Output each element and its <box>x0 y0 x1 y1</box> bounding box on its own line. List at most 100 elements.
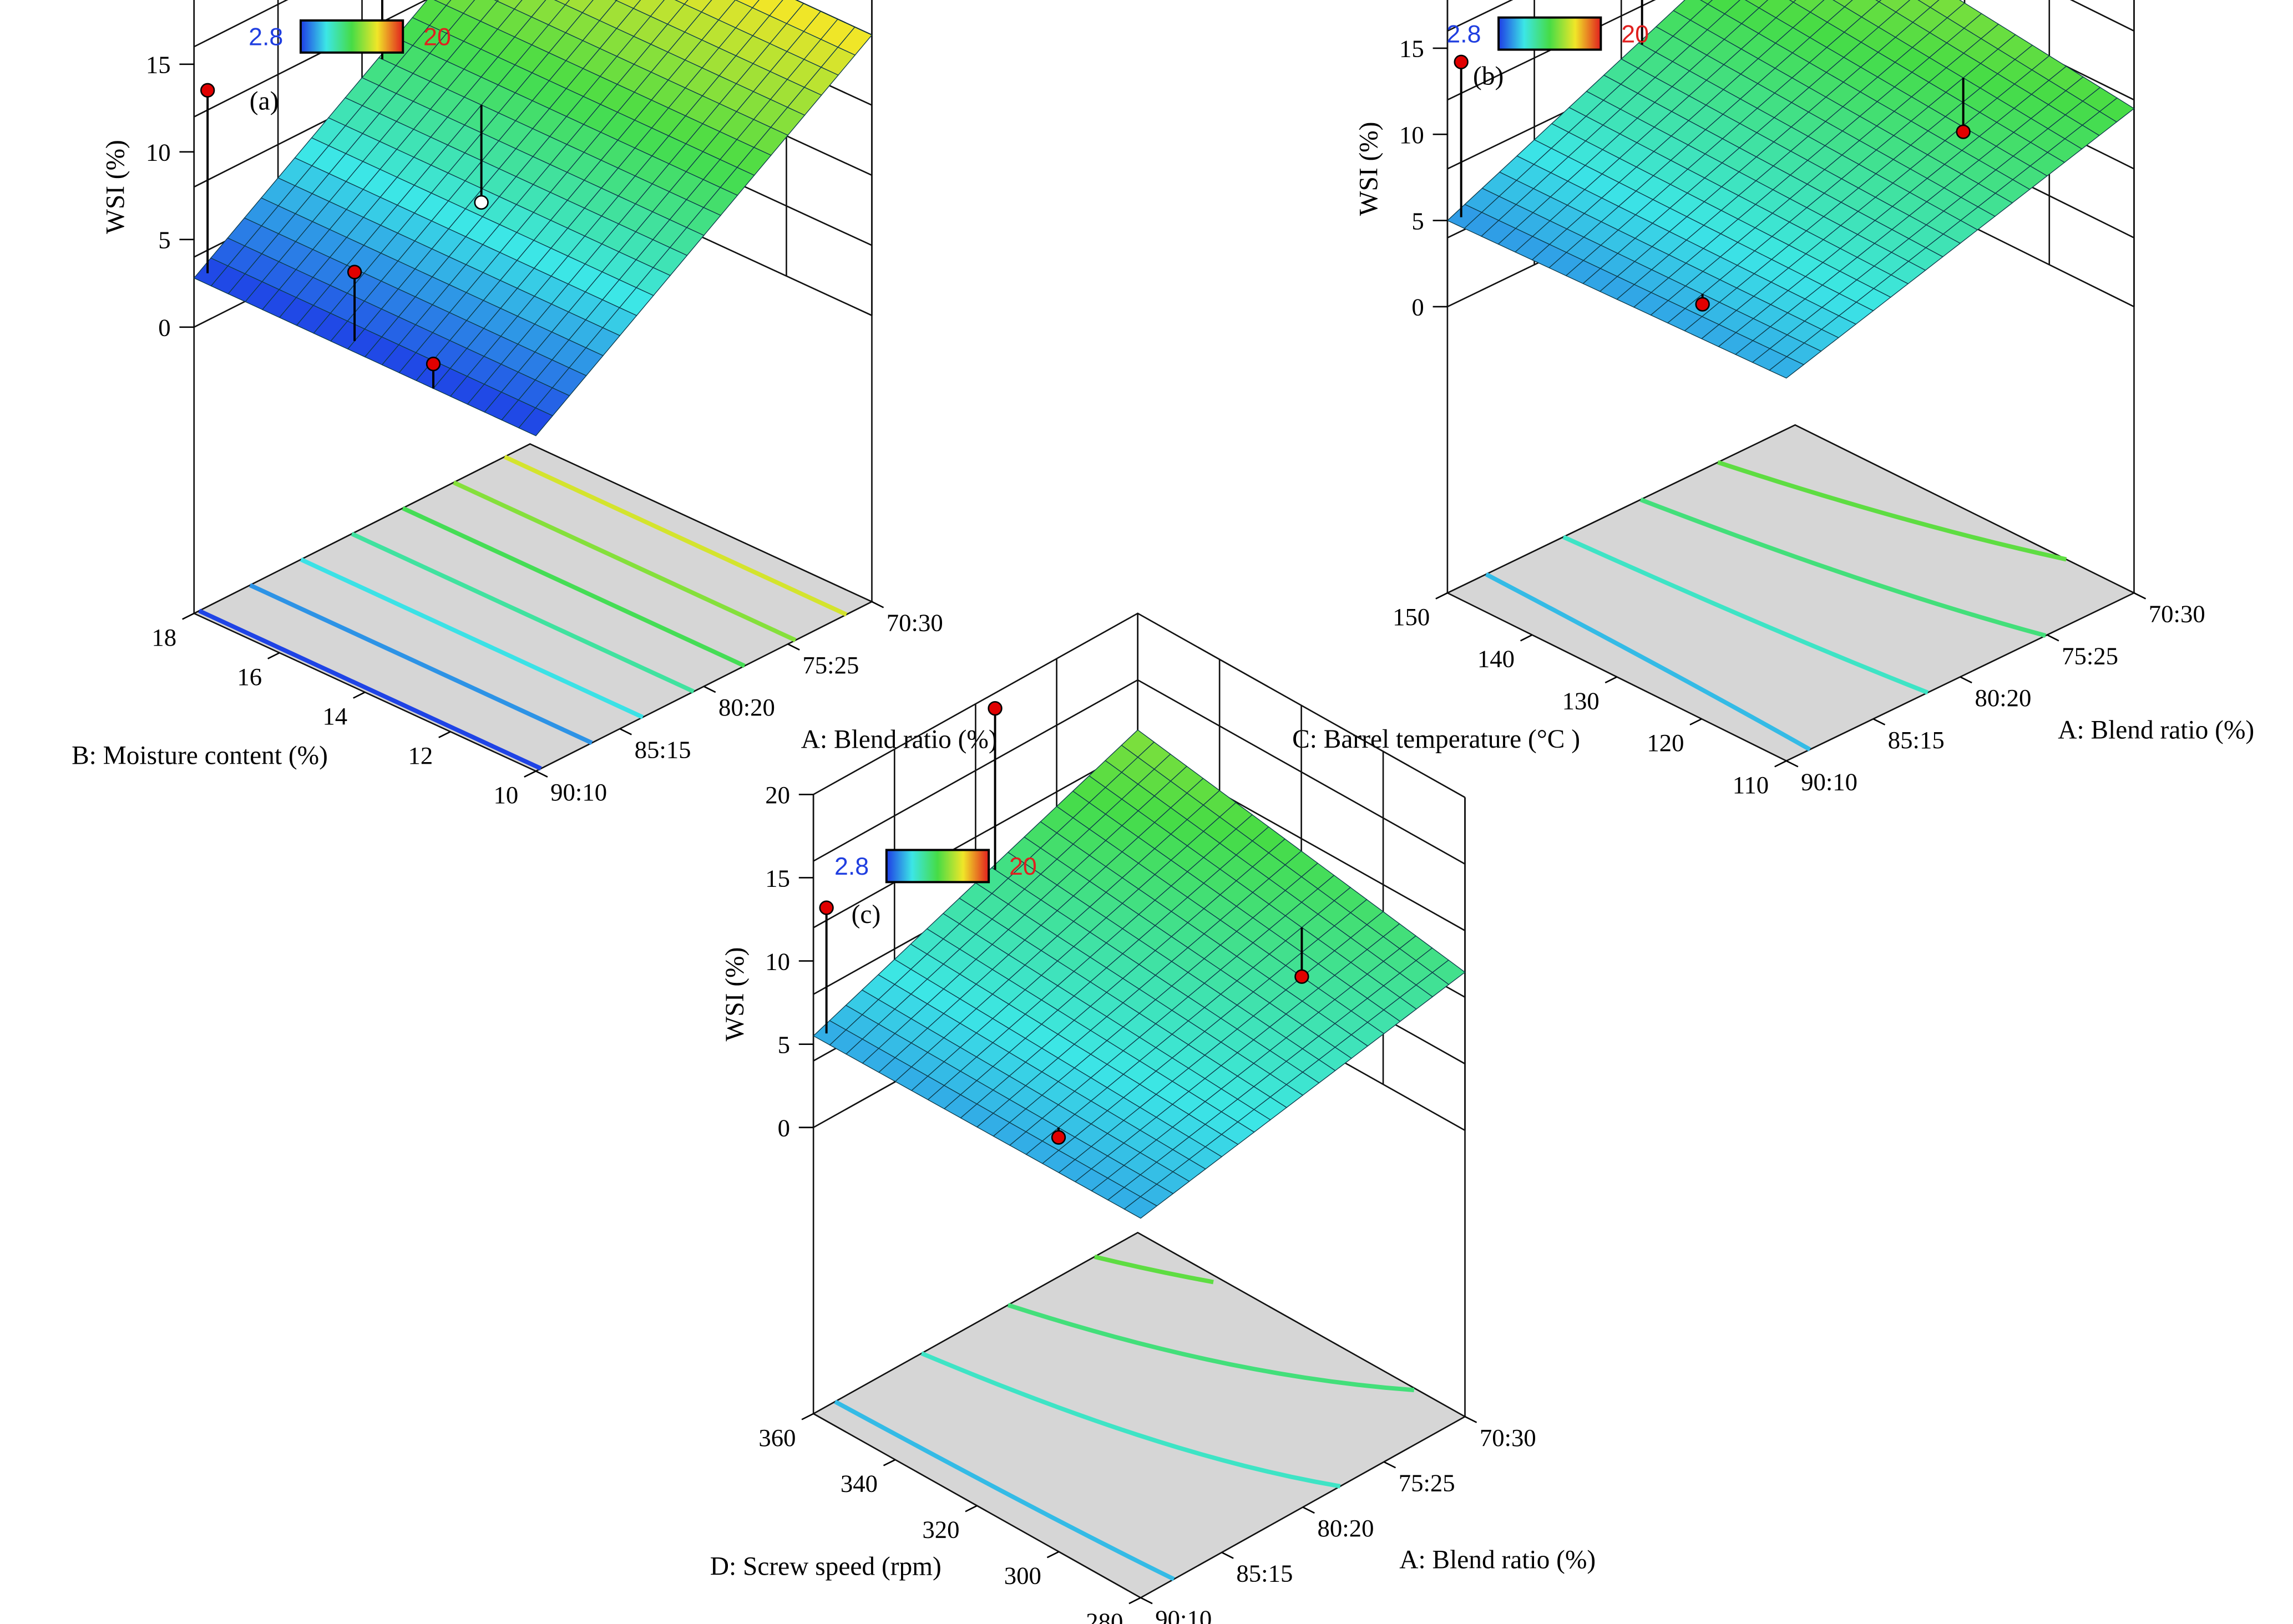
x-tick <box>2133 592 2147 600</box>
z-tick-label: 5 <box>1411 207 1424 235</box>
x-tick <box>1383 1461 1396 1469</box>
x-tick-label: 70:30 <box>2149 600 2205 628</box>
floor-contour <box>503 455 848 617</box>
y-axis-title: D: Screw speed (rpm) <box>710 1552 942 1581</box>
x-tick <box>703 686 716 693</box>
y-tick-label: 18 <box>151 623 176 651</box>
x-tick-label: 70:30 <box>1480 1424 1536 1452</box>
design-point <box>200 83 215 98</box>
y-tick <box>353 691 366 699</box>
surface-cell <box>518 407 554 437</box>
surface-cell <box>1123 1196 1158 1219</box>
z-tick-label: 0 <box>1411 293 1424 321</box>
x-tick-label: 90:10 <box>550 778 607 806</box>
design-point <box>819 900 834 915</box>
y-tick <box>182 612 195 620</box>
floor-contour <box>1562 535 1929 695</box>
y-tick <box>883 1459 896 1466</box>
panel-label: (b) <box>1473 62 1504 91</box>
y-tick-label: 320 <box>922 1516 959 1544</box>
floor-contour <box>920 1351 1341 1489</box>
y-tick-label: 300 <box>1004 1562 1041 1590</box>
z-tick-label: 15 <box>1399 35 1424 63</box>
y-tick <box>1604 676 1617 684</box>
x-tick <box>1872 718 1886 725</box>
colorbar-max-label: 20 <box>1621 20 1649 48</box>
y-tick-label: 10 <box>494 781 519 809</box>
design-point <box>1294 969 1309 984</box>
floor-contour <box>453 480 797 642</box>
y-tick-label: 340 <box>841 1470 878 1498</box>
z-tick-label: 10 <box>146 139 171 166</box>
z-tick-label: 0 <box>778 1114 790 1142</box>
x-axis-title: A: Blend ratio (%) <box>1399 1545 1596 1574</box>
y-tick-label: 12 <box>408 742 433 769</box>
y-tick <box>438 731 451 738</box>
x-tick <box>1960 676 1972 684</box>
floor-contour <box>1717 460 2067 562</box>
x-tick-label: 85:15 <box>1888 726 1945 754</box>
x-tick-label: 80:20 <box>1975 684 2031 712</box>
panel-a: 0 5 10 15 20 WSI (%) 90:10 85:15 80:20 75:25 70:30… <box>72 0 998 809</box>
x-tick-label: 70:30 <box>887 608 943 636</box>
x-tick <box>1464 1415 1477 1423</box>
panel-label: (a) <box>250 87 279 115</box>
x-tick <box>1140 1597 1153 1605</box>
z-tick-label: 0 <box>158 314 170 342</box>
response-surface <box>193 0 873 437</box>
colorbar-min-label: 2.8 <box>249 23 283 51</box>
y-tick <box>1774 760 1787 768</box>
floor-contour <box>300 557 644 719</box>
x-tick-label: 80:20 <box>1318 1514 1374 1542</box>
y-tick <box>801 1413 814 1420</box>
y-tick <box>1435 592 1448 600</box>
floor-plane <box>1445 424 2136 762</box>
floor-contour <box>1639 498 2047 638</box>
colorbar-min-label: 2.8 <box>1446 20 1481 48</box>
colorbar <box>299 19 404 54</box>
colorbar <box>885 849 990 884</box>
colorbar-min-label: 2.8 <box>834 852 869 880</box>
z-axis-title: WSI (%) <box>721 947 750 1042</box>
x-tick <box>787 643 800 651</box>
y-tick-label: 140 <box>1477 645 1515 673</box>
x-tick <box>619 728 632 735</box>
z-tick-label: 5 <box>158 226 170 254</box>
y-tick <box>965 1505 978 1513</box>
y-axis-title: B: Moisture content (%) <box>72 742 328 770</box>
floor-contour <box>1485 572 1811 752</box>
x-tick <box>535 770 548 778</box>
floor-plane <box>812 1231 1467 1599</box>
design-point <box>988 701 1003 716</box>
x-tick <box>1302 1506 1315 1514</box>
z-tick-label: 10 <box>765 947 790 975</box>
y-axis-title: C: Barrel temperature (°C ) <box>1292 725 1580 754</box>
y-tick-label: 130 <box>1562 687 1599 714</box>
z-tick-label: 10 <box>1399 121 1424 149</box>
panel-c: 0 5 10 15 20 WSI (%) 90:10 85:15 80:20 75:25 70:30… <box>710 612 1596 1624</box>
response-surface <box>813 729 1466 1219</box>
panel-b: 0 5 10 15 20 WSI (%) 90:10 85:15 80:20 75:25 70:30… <box>1292 0 2254 799</box>
x-tick-label: 85:15 <box>1236 1560 1293 1587</box>
design-point <box>1051 1130 1066 1145</box>
x-axis-title: A: Blend ratio (%) <box>2058 716 2254 745</box>
x-tick-label: 75:25 <box>802 651 859 679</box>
y-tick <box>1128 1597 1141 1605</box>
x-tick <box>1221 1551 1234 1559</box>
colorbar-max-label: 20 <box>1009 852 1037 880</box>
y-tick-label: 360 <box>758 1424 796 1452</box>
floor-contour <box>834 1399 1175 1581</box>
surface-cell <box>554 0 570 6</box>
surface-cell <box>1768 356 1805 379</box>
design-point <box>474 195 489 210</box>
y-tick <box>267 652 280 659</box>
x-tick <box>2047 634 2059 642</box>
x-tick-label: 80:20 <box>718 693 775 721</box>
floor-contour <box>1007 1303 1415 1393</box>
floor-plane <box>192 443 874 772</box>
response-surface <box>1446 0 2135 379</box>
floor-contour <box>1094 1255 1214 1285</box>
design-point <box>1454 54 1469 69</box>
surface-cell <box>1699 0 1713 5</box>
